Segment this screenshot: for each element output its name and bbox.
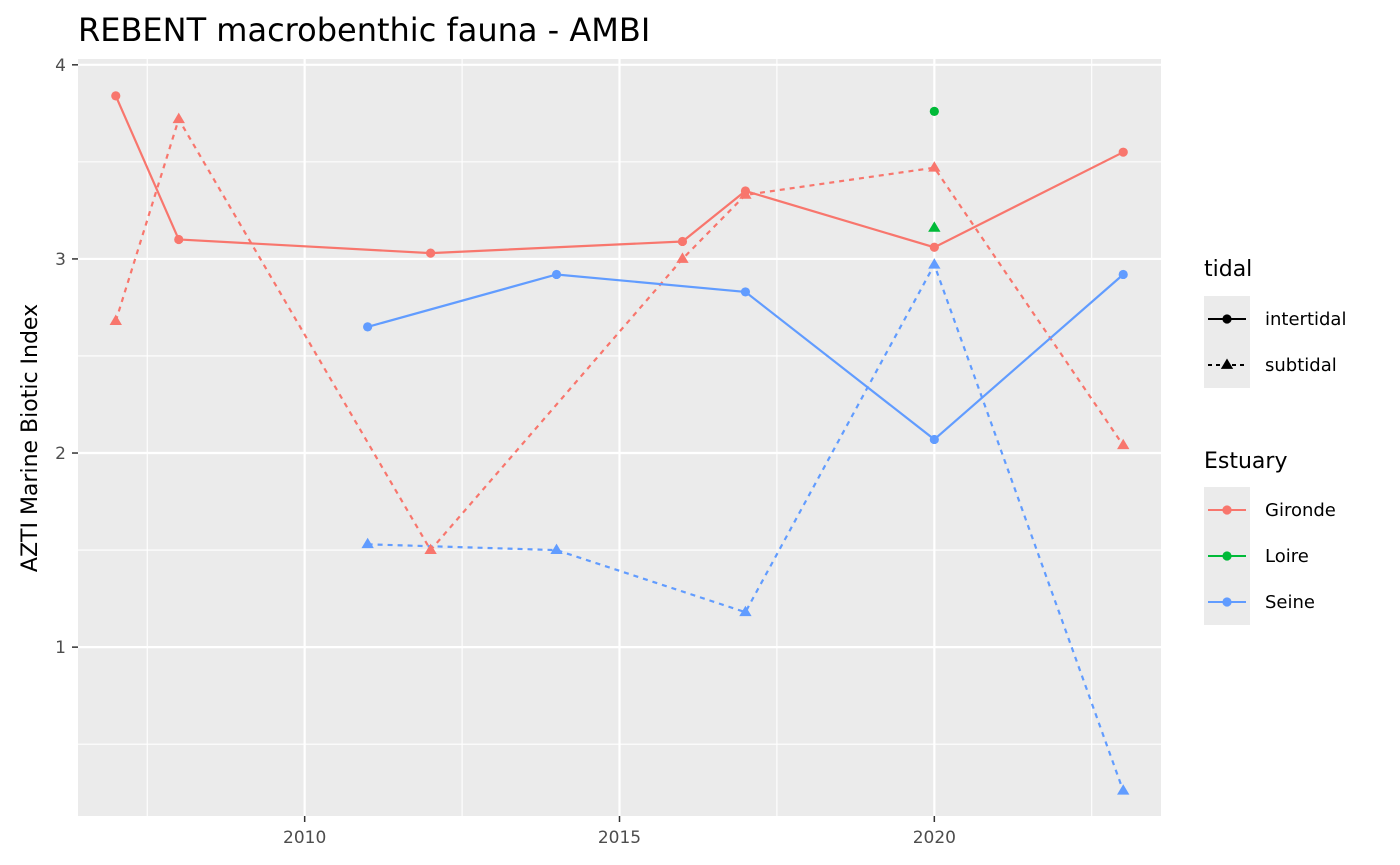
legend-label-seine: Seine xyxy=(1265,592,1315,613)
legend-label-loire: Loire xyxy=(1265,546,1309,567)
point-gironde-intertidal xyxy=(677,236,688,247)
point-gironde-intertidal xyxy=(426,248,436,258)
legend-estuary-title: Estuary xyxy=(1204,449,1287,474)
y-tick-label: 1 xyxy=(55,638,66,658)
point-gironde-subtidal xyxy=(172,112,185,124)
legend-key-marker xyxy=(1222,505,1232,515)
point-gironde-subtidal xyxy=(424,543,437,554)
point-gironde-subtidal xyxy=(739,188,752,199)
legend-label-intertidal: intertidal xyxy=(1265,309,1346,330)
point-gironde-intertidal xyxy=(111,91,121,101)
y-tick-label: 2 xyxy=(55,444,66,464)
y-axis-title: AZTI Marine Biotic Index xyxy=(18,304,43,572)
legend-key-marker xyxy=(1220,358,1234,369)
point-seine-subtidal xyxy=(361,537,374,549)
legend-key-marker xyxy=(1222,551,1232,561)
legend-tidal-title: tidal xyxy=(1204,257,1252,282)
point-seine-subtidal xyxy=(928,258,941,269)
y-tick-label: 3 xyxy=(55,250,66,270)
point-seine-intertidal xyxy=(740,287,751,297)
point-seine-subtidal xyxy=(550,543,563,554)
y-tick-label: 4 xyxy=(55,56,66,76)
point-gironde-subtidal xyxy=(928,161,941,172)
x-tick-label: 2020 xyxy=(913,828,956,848)
legend-key-intertidal xyxy=(1208,314,1246,324)
legend-estuary: Estuary Gironde Loire Seine xyxy=(1204,449,1336,625)
x-axis: 2010 2015 2020 xyxy=(283,816,956,848)
series-points xyxy=(109,91,1130,795)
x-tick-label: 2010 xyxy=(283,828,326,848)
legend-tidal: tidal intertidal subtidal xyxy=(1204,257,1346,388)
point-loire-subtidal xyxy=(928,221,941,232)
chart-title: REBENT macrobenthic fauna - AMBI xyxy=(78,11,650,49)
point-seine-subtidal xyxy=(1117,784,1130,795)
point-gironde-subtidal xyxy=(1117,438,1130,450)
legend-label-gironde: Gironde xyxy=(1265,500,1336,521)
legend-key-marker xyxy=(1222,314,1232,324)
point-gironde-subtidal xyxy=(109,314,122,325)
point-loire-intertidal xyxy=(929,106,939,117)
point-gironde-intertidal xyxy=(174,234,184,245)
legend-key-seine xyxy=(1208,597,1246,607)
point-gironde-intertidal xyxy=(929,242,939,252)
point-seine-intertidal xyxy=(363,322,373,332)
legend-key-marker xyxy=(1222,597,1232,607)
point-gironde-intertidal xyxy=(1118,147,1128,157)
legend-label-subtidal: subtidal xyxy=(1265,355,1337,376)
legend-key-gironde xyxy=(1208,505,1246,515)
y-axis: 1 2 3 4 xyxy=(55,56,78,658)
point-seine-intertidal xyxy=(551,269,562,280)
point-seine-intertidal xyxy=(929,434,939,445)
point-seine-subtidal xyxy=(739,605,752,617)
point-gironde-subtidal xyxy=(676,252,689,263)
point-seine-intertidal xyxy=(1118,269,1128,280)
x-tick-label: 2015 xyxy=(598,828,641,848)
legend-key-subtidal xyxy=(1208,358,1246,369)
legend-key-loire xyxy=(1208,551,1246,561)
